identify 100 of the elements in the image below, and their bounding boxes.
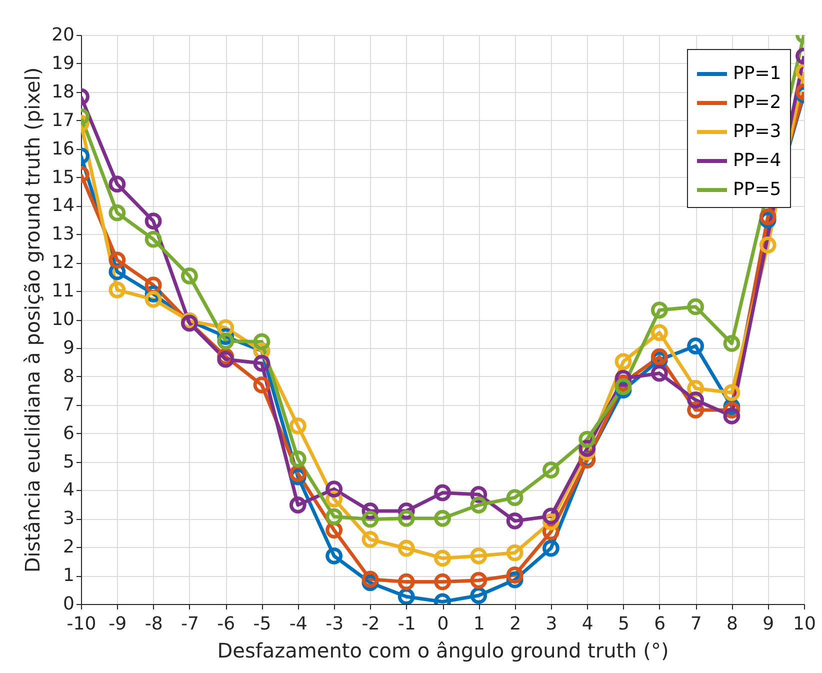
legend-label: PP=4	[733, 150, 782, 171]
point	[217, 332, 234, 350]
point	[650, 348, 668, 366]
point	[434, 484, 451, 502]
x-tick-label: 1	[473, 614, 485, 634]
x-tick-label: 6	[654, 614, 666, 634]
point	[253, 333, 270, 350]
point	[108, 204, 126, 222]
point	[470, 572, 488, 589]
point	[326, 508, 343, 526]
point	[289, 464, 306, 482]
point	[289, 417, 306, 434]
x-tick-label: -4	[289, 614, 308, 634]
point	[723, 384, 740, 402]
x-tick-label: 8	[726, 614, 738, 634]
point	[217, 350, 234, 368]
point	[434, 573, 451, 590]
legend-label: PP=2	[733, 92, 782, 113]
y-tick-label: 3	[63, 508, 74, 530]
y-tick-label: 2	[63, 536, 74, 558]
x-axis-title: Desfazamento com o ângulo ground truth (°)	[217, 638, 669, 662]
point	[326, 547, 343, 564]
point	[614, 353, 632, 370]
y-tick-label: 13	[52, 224, 74, 245]
point	[398, 540, 415, 557]
y-tick-label: 18	[52, 81, 74, 102]
point	[687, 298, 704, 316]
point	[578, 430, 596, 448]
point	[253, 354, 270, 372]
point	[326, 480, 343, 498]
y-tick-label: 6	[63, 422, 74, 444]
point	[434, 510, 451, 527]
x-tick-label: -7	[180, 614, 199, 634]
point	[650, 364, 668, 382]
point	[470, 496, 488, 514]
y-tick-label: 0	[63, 594, 74, 614]
point	[362, 510, 379, 528]
point	[542, 508, 560, 525]
x-tick-label: 3	[546, 614, 558, 634]
point	[759, 236, 776, 254]
point	[434, 550, 451, 567]
y-tick-label: 14	[52, 195, 74, 216]
point	[398, 573, 415, 590]
y-tick-label: 17	[52, 110, 74, 131]
x-tick-label: -10	[66, 614, 96, 634]
point	[650, 324, 668, 342]
x-tick-label: -9	[108, 614, 127, 634]
point	[614, 378, 632, 396]
point	[144, 212, 162, 230]
point	[723, 408, 740, 424]
y-tick-label: 12	[52, 252, 74, 274]
point	[470, 547, 488, 564]
y-tick-label: 20	[52, 24, 74, 46]
x-tick-label: 10	[793, 614, 816, 634]
point	[723, 334, 740, 352]
point	[506, 566, 524, 584]
y-tick-label: 15	[52, 166, 74, 188]
legend-label: PP=5	[733, 179, 782, 200]
y-tick-label: 16	[52, 138, 74, 160]
point	[180, 268, 198, 284]
x-tick-label: -3	[326, 614, 344, 634]
y-tick-label: 11	[52, 280, 74, 302]
x-tick-label: 5	[618, 614, 630, 634]
x-tick-label: 2	[510, 614, 522, 634]
point	[289, 450, 306, 468]
y-tick-label: 10	[52, 309, 74, 330]
point	[759, 208, 776, 226]
point	[108, 281, 126, 298]
x-tick-label: 4	[582, 614, 594, 634]
y-tick-label: 5	[63, 451, 74, 472]
y-tick-label: 4	[63, 480, 74, 501]
legend-label: PP=1	[733, 63, 782, 84]
point	[289, 496, 306, 514]
point	[506, 489, 524, 506]
point	[470, 587, 488, 604]
y-axis-title: Distância euclidiana à posição ground truth (pixel)	[20, 67, 45, 573]
x-tick-label: -8	[144, 614, 163, 634]
point	[687, 338, 704, 354]
y-tick-label: 19	[52, 52, 74, 74]
point	[506, 512, 524, 530]
x-tick-label: 7	[690, 614, 702, 634]
point	[362, 530, 379, 548]
point	[398, 588, 415, 604]
point	[687, 392, 704, 408]
point	[398, 510, 415, 527]
x-tick-label: -2	[362, 614, 380, 634]
x-tick-label: -5	[253, 614, 272, 634]
point	[542, 540, 560, 557]
point	[650, 302, 668, 319]
point	[144, 290, 162, 308]
y-tick-label: 7	[63, 394, 74, 416]
point	[253, 376, 270, 394]
point	[542, 462, 560, 478]
y-tick-label: 1	[63, 565, 74, 586]
x-tick-label: 0	[437, 614, 449, 634]
x-tick-label: -6	[217, 614, 236, 634]
point	[108, 252, 126, 268]
point	[362, 570, 379, 588]
x-tick-label: 9	[762, 614, 774, 634]
point	[108, 176, 126, 193]
